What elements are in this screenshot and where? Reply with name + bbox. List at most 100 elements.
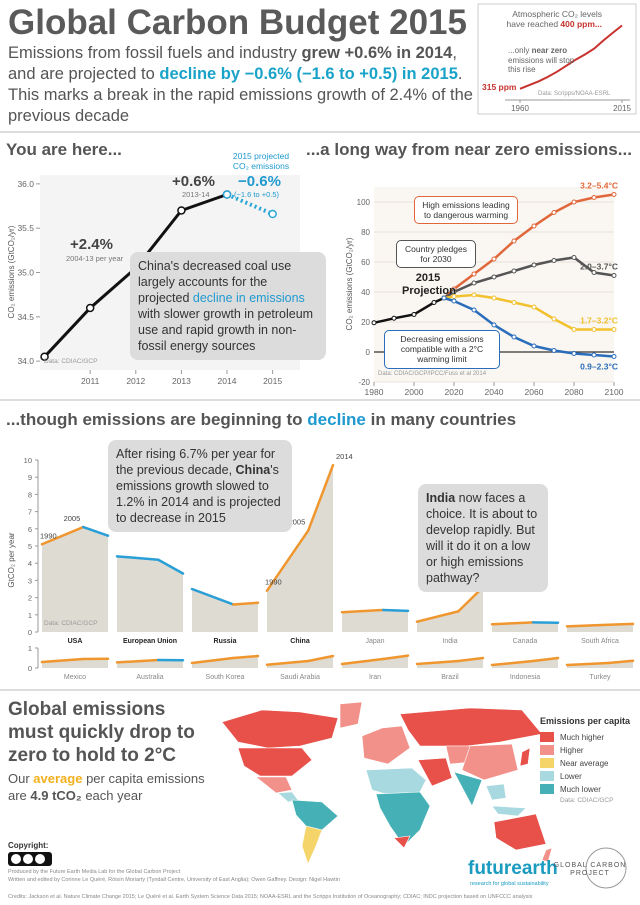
annotation: 2004-13 per year [66, 254, 124, 263]
segment [265, 659, 310, 667]
point [268, 209, 277, 219]
country [541, 847, 553, 863]
segment [415, 659, 460, 666]
area [492, 622, 558, 632]
legend-label: Much higher [560, 733, 604, 742]
point [491, 295, 497, 301]
point [511, 238, 517, 244]
segment [382, 608, 410, 613]
subtitle: Emissions from fossil fuels and industry… [8, 43, 483, 127]
segment [157, 558, 185, 575]
point [491, 322, 497, 328]
callout: China's decreased coal use largely accou… [130, 252, 326, 360]
text: now faces a choice. It is about to devel… [426, 491, 538, 585]
y-tick-label: 0 [28, 628, 32, 637]
inset-start-label: 315 ppm [482, 82, 517, 92]
text: . This marks a break in the rapid emissi… [8, 65, 473, 125]
country-label: European Union [123, 638, 177, 645]
line [443, 296, 615, 358]
segment [190, 656, 235, 665]
segment [265, 529, 310, 592]
legend-swatch [540, 732, 554, 742]
country-label: South Korea [206, 674, 245, 681]
legend-swatch [540, 758, 554, 768]
point [471, 292, 477, 298]
point [491, 274, 497, 280]
y-tick-label: 2 [28, 594, 32, 603]
text: near zero [531, 46, 568, 55]
text: average [33, 771, 83, 786]
y-tick-label: 4 [28, 559, 32, 568]
point [571, 255, 577, 260]
legend-title: Emissions per capita [540, 716, 631, 726]
segment [565, 623, 610, 628]
country [291, 799, 339, 831]
point [40, 352, 49, 361]
segment [232, 654, 260, 660]
x-tick-label: 2013 [172, 376, 191, 386]
text: decline [307, 410, 366, 429]
text: decline by −0.6% (−1.6 to +0.5) in 2015 [159, 65, 458, 83]
text: Emissions from fossil fuels and industry [8, 44, 302, 62]
country-label: Japan [365, 638, 384, 645]
y-tick-label: 10 [24, 456, 32, 465]
country [417, 757, 453, 787]
country [277, 791, 299, 803]
y-tick-label: -20 [358, 378, 370, 387]
area [42, 527, 108, 632]
country [301, 825, 323, 865]
segment [415, 610, 460, 623]
source: Data: Scripps/NOAA-ESRL [538, 91, 611, 97]
country-label: Australia [136, 674, 163, 681]
x-tick-label: 2100 [605, 387, 624, 397]
x-tick-label: 2020 [445, 387, 464, 397]
callout: India now faces a choice. It is about to… [418, 484, 548, 592]
point [471, 280, 477, 286]
point [611, 273, 617, 278]
point [571, 327, 577, 332]
area [342, 609, 408, 632]
y-tick-label: 35.5 [17, 223, 34, 233]
segment [115, 555, 160, 562]
country [361, 725, 411, 765]
legend-label: Near average [560, 759, 609, 768]
country [255, 776, 293, 794]
point [611, 192, 617, 197]
logo: futurearth [468, 858, 558, 879]
point [591, 352, 597, 358]
segment [82, 525, 110, 537]
segment [565, 661, 610, 667]
point [551, 210, 557, 215]
country [393, 835, 411, 849]
point [531, 262, 537, 268]
text: China's decreased coal use largely accou… [138, 259, 292, 305]
x-tick-label: 2014 [218, 376, 237, 386]
point [591, 327, 597, 332]
y-axis-label: CO₂ emissions (GtCO₂/yr) [7, 225, 16, 318]
y-tick-label: 60 [361, 258, 370, 267]
year-label: 1990 [40, 531, 57, 540]
year-label: 2005 [289, 518, 306, 527]
credit: Written and edited by Corinne Le Quéré, … [8, 877, 340, 883]
text: 400 ppm... [560, 19, 602, 30]
legend-label: Lower [560, 772, 582, 781]
segment [607, 622, 635, 627]
country [519, 747, 531, 767]
x-tick-label: 2015 [263, 376, 282, 386]
segment [490, 659, 535, 667]
source: Data: CDIAC/GCP [44, 620, 98, 627]
annotation: +0.6% [172, 173, 215, 190]
country-label: China [290, 638, 310, 645]
source: Data: CDIAC/GCP/IPCC/Fuss et al 2014 [378, 371, 487, 377]
text: China [235, 463, 271, 477]
source: Data: CDIAC/GCP [44, 358, 98, 365]
segment [190, 587, 235, 606]
country [339, 701, 363, 729]
section-heading: ...though emissions are beginning to dec… [6, 410, 516, 430]
country [493, 813, 547, 851]
series-label: 2.0–3.7°C [580, 262, 618, 272]
country [399, 707, 543, 747]
callout: Country pledges for 2030 [396, 240, 476, 269]
area [192, 656, 258, 668]
